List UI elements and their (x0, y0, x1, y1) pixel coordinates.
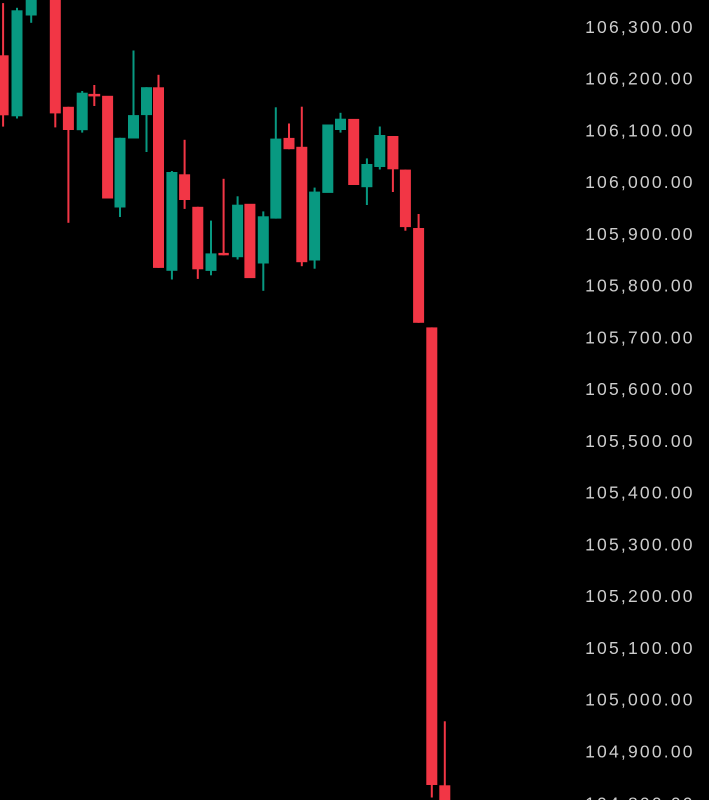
svg-text:106,300.00: 106,300.00 (585, 17, 695, 37)
svg-text:105,200.00: 105,200.00 (585, 586, 695, 606)
svg-text:105,500.00: 105,500.00 (585, 431, 695, 451)
svg-text:106,000.00: 106,000.00 (585, 172, 695, 192)
svg-text:105,000.00: 105,000.00 (585, 690, 695, 710)
svg-text:106,200.00: 106,200.00 (585, 69, 695, 89)
svg-text:105,100.00: 105,100.00 (585, 638, 695, 658)
svg-text:105,400.00: 105,400.00 (585, 483, 695, 503)
svg-text:105,700.00: 105,700.00 (585, 327, 695, 347)
svg-text:104,800.00: 104,800.00 (585, 793, 695, 800)
svg-text:105,600.00: 105,600.00 (585, 379, 695, 399)
svg-text:106,100.00: 106,100.00 (585, 120, 695, 140)
svg-text:104,900.00: 104,900.00 (585, 742, 695, 762)
svg-text:105,900.00: 105,900.00 (585, 224, 695, 244)
svg-text:105,300.00: 105,300.00 (585, 534, 695, 554)
svg-text:105,800.00: 105,800.00 (585, 276, 695, 296)
